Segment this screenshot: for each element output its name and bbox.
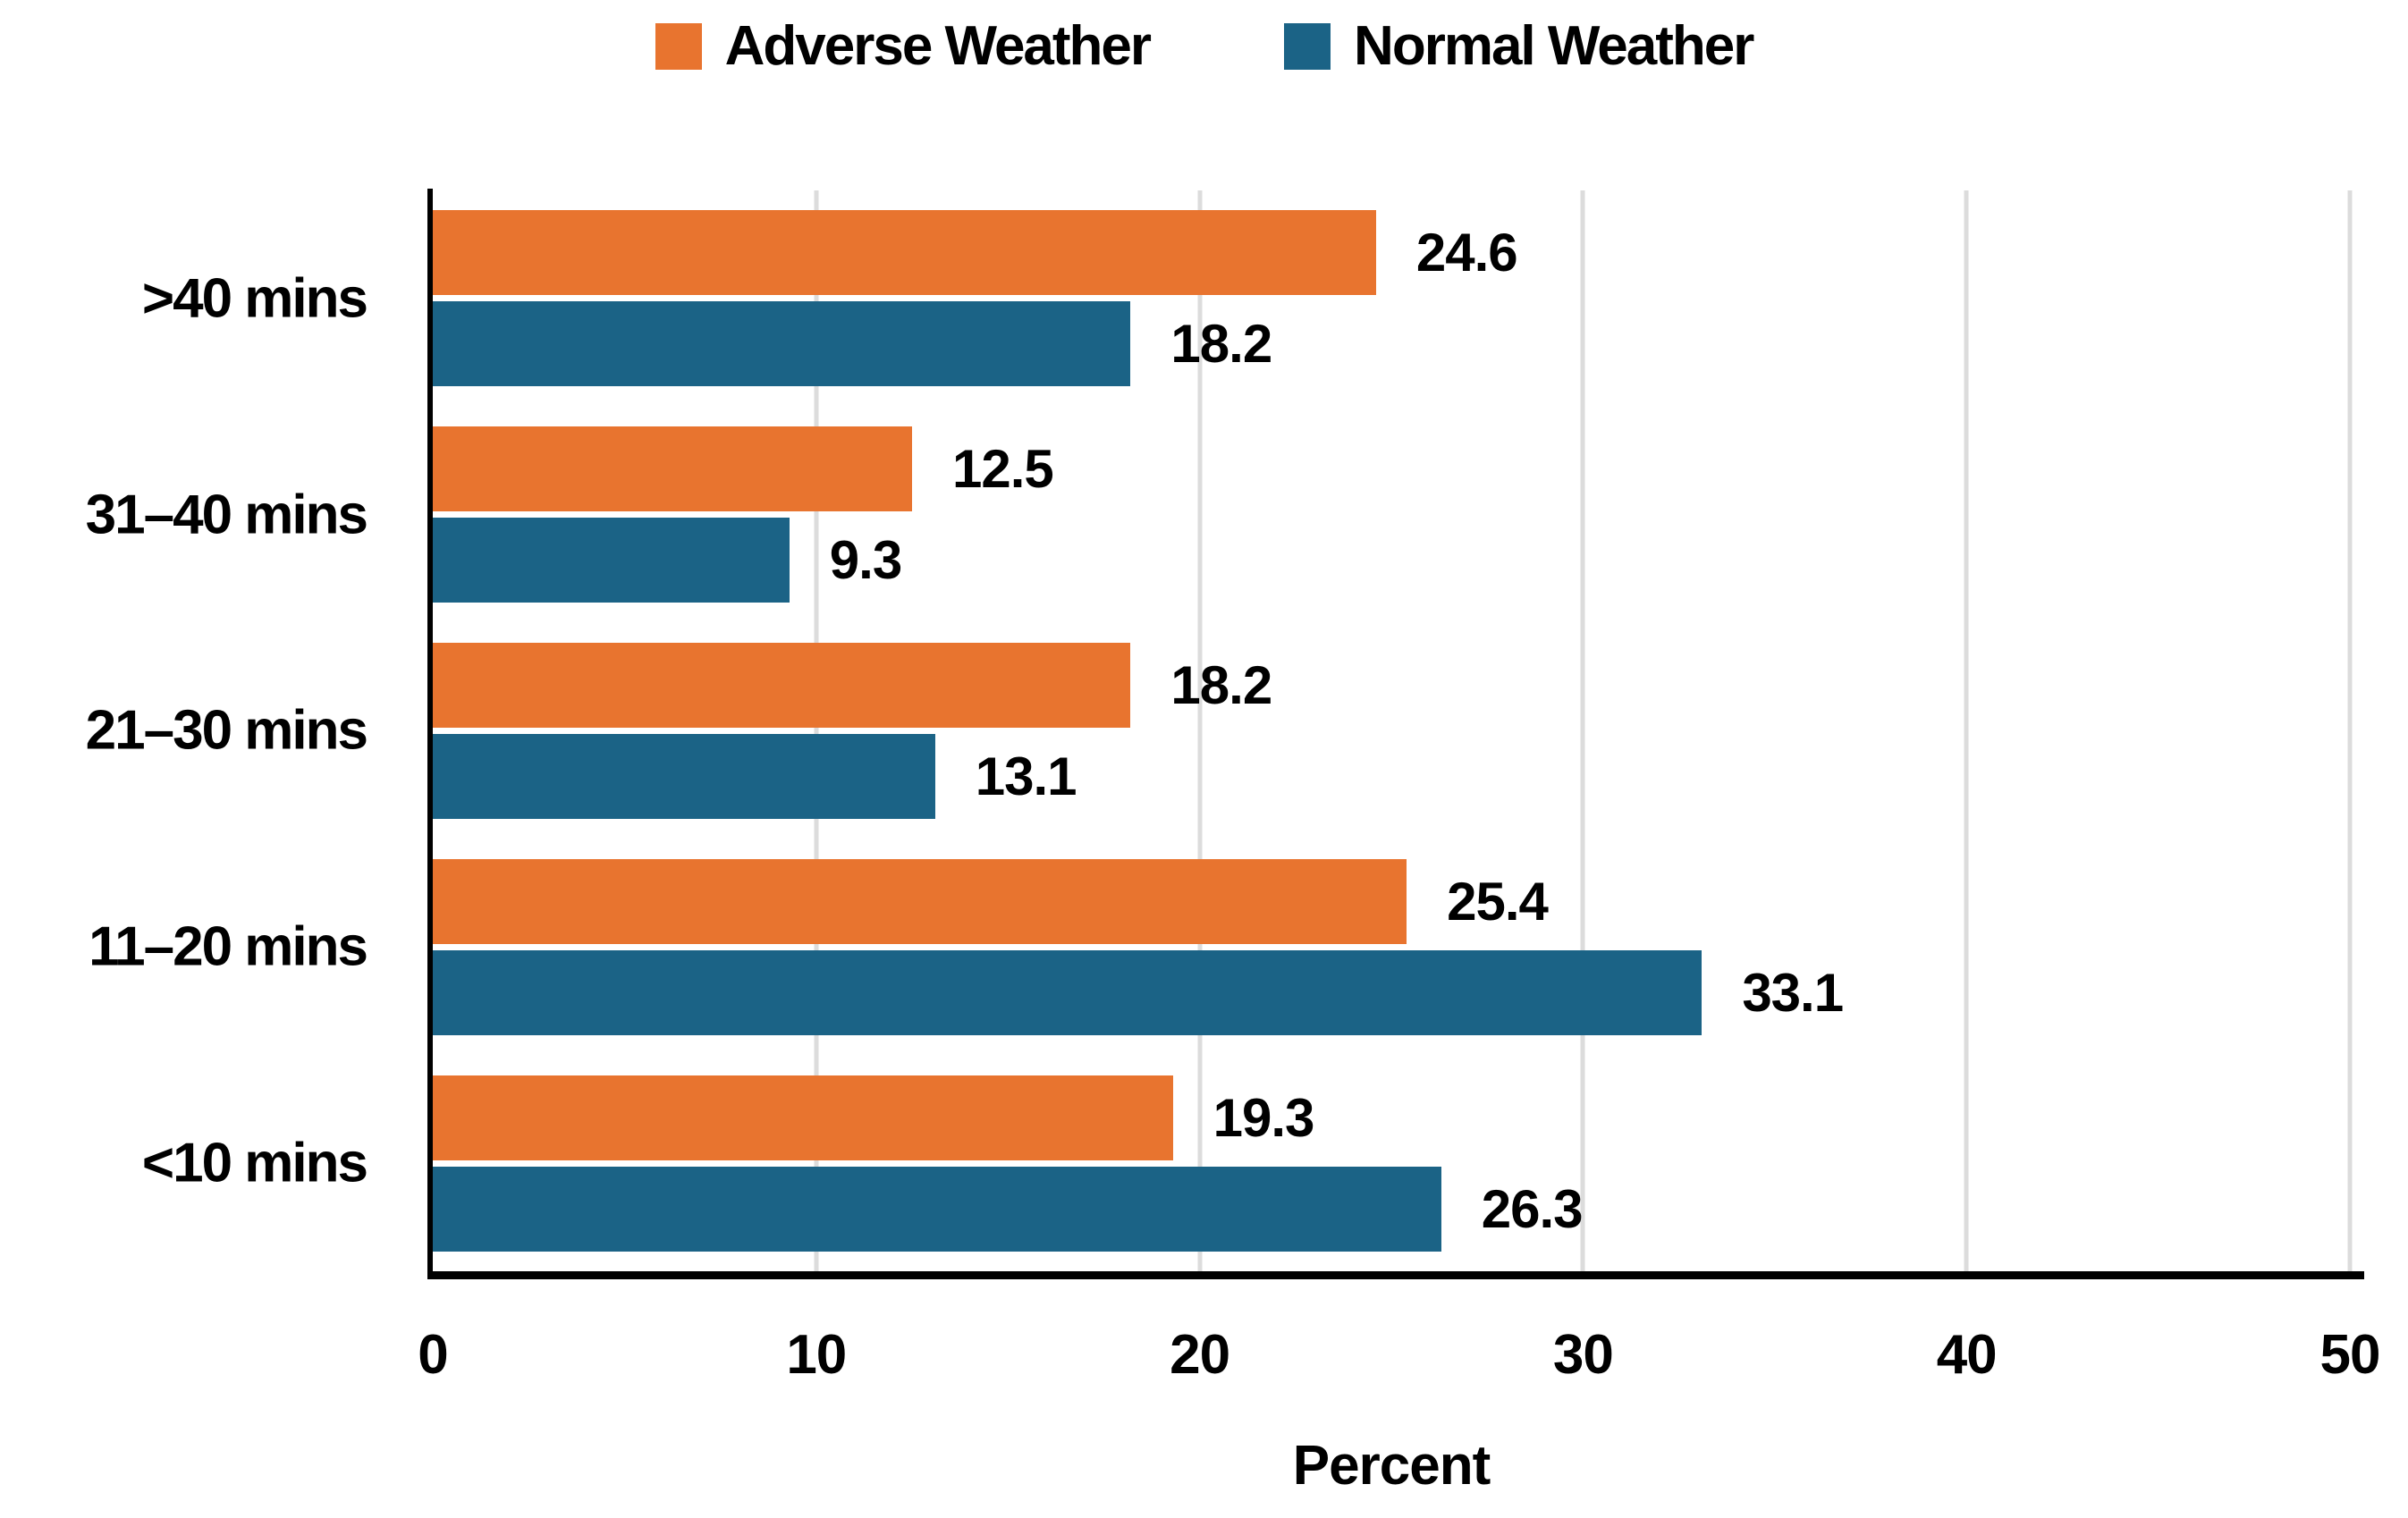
gridline [1197, 190, 1203, 1271]
legend-item: Adverse Weather [655, 14, 1152, 78]
bar-value-label: 25.4 [1447, 871, 1549, 932]
bar-group: 21–30 mins 18.2 13.1 [86, 623, 2350, 839]
x-tick-label: 10 [786, 1324, 847, 1386]
bar-normal-weather [433, 733, 935, 819]
bar-group: <10 mins 19.3 26.3 [142, 1055, 2350, 1271]
bar-normal-weather [433, 518, 790, 603]
bar-value-label: 12.5 [952, 439, 1054, 500]
bar-row: 24.6 [433, 210, 2350, 296]
x-tick-label: 30 [1552, 1324, 1614, 1386]
legend-label: Adverse Weather [724, 15, 1152, 77]
gridline [1580, 190, 1585, 1271]
bar-value-label: 26.3 [1481, 1178, 1584, 1239]
bar-value-label: 13.1 [975, 746, 1077, 806]
category-label: 11–20 mins [89, 915, 368, 978]
bar-row: 12.5 [433, 426, 2350, 512]
bar-normal-weather [433, 949, 1702, 1035]
x-axis-title: Percent [1292, 1435, 1491, 1497]
bar-normal-weather [433, 1166, 1441, 1252]
bar-row: 33.1 [433, 949, 2350, 1035]
x-axis-line [427, 1271, 2364, 1279]
bar-normal-weather [433, 301, 1131, 387]
bar-group: 31–40 mins 12.5 9.3 [86, 407, 2350, 623]
bar-adverse-weather [433, 1075, 1173, 1160]
gridline [1964, 190, 1969, 1271]
bar-row: 9.3 [433, 518, 2350, 603]
gridline [814, 190, 819, 1271]
category-label: >40 mins [141, 267, 368, 330]
legend-swatch-icon [655, 22, 702, 70]
bar-row: 18.2 [433, 301, 2350, 387]
bar-row: 25.4 [433, 858, 2350, 944]
bar-adverse-weather [433, 858, 1407, 944]
legend-swatch-icon [1284, 22, 1331, 70]
legend-label: Normal Weather [1354, 15, 1754, 77]
category-label: 21–30 mins [85, 699, 368, 762]
bar-adverse-weather [433, 210, 1376, 296]
bar-row: 13.1 [433, 733, 2350, 819]
bar-value-label: 18.2 [1170, 314, 1272, 375]
bar-group: >40 mins 24.6 18.2 [142, 190, 2350, 407]
bar-value-label: 33.1 [1742, 962, 1844, 1023]
category-label: 31–40 mins [85, 484, 368, 546]
bar-row: 18.2 [433, 642, 2350, 728]
bar-value-label: 19.3 [1212, 1087, 1315, 1148]
bar-value-label: 9.3 [829, 530, 902, 591]
bar-group: 11–20 mins 25.4 33.1 [89, 839, 2350, 1055]
legend-item: Normal Weather [1284, 14, 1754, 78]
bar-value-label: 18.2 [1170, 654, 1272, 715]
x-tick-label: 50 [2319, 1324, 2381, 1386]
category-label: <10 mins [141, 1132, 368, 1194]
y-axis-line [427, 189, 433, 1278]
bar-adverse-weather [433, 426, 912, 512]
x-tick-label: 20 [1170, 1324, 1230, 1386]
bar-groups: >40 mins 24.6 18.2 31–40 mins 12.5 9.3 21–30 m… [86, 190, 2350, 1271]
chart-legend: Adverse Weather Normal Weather [0, 14, 2408, 78]
plot-area: >40 mins 24.6 18.2 31–40 mins 12.5 9.3 21–30 m… [86, 190, 2380, 1497]
bar-row: 19.3 [433, 1075, 2350, 1160]
x-tick-label: 40 [1936, 1324, 1998, 1386]
x-tick-label: 0 [418, 1324, 448, 1386]
bar-value-label: 24.6 [1415, 223, 1518, 283]
gridline [2347, 190, 2353, 1271]
bar-row: 26.3 [433, 1166, 2350, 1252]
bar-adverse-weather [433, 642, 1131, 728]
